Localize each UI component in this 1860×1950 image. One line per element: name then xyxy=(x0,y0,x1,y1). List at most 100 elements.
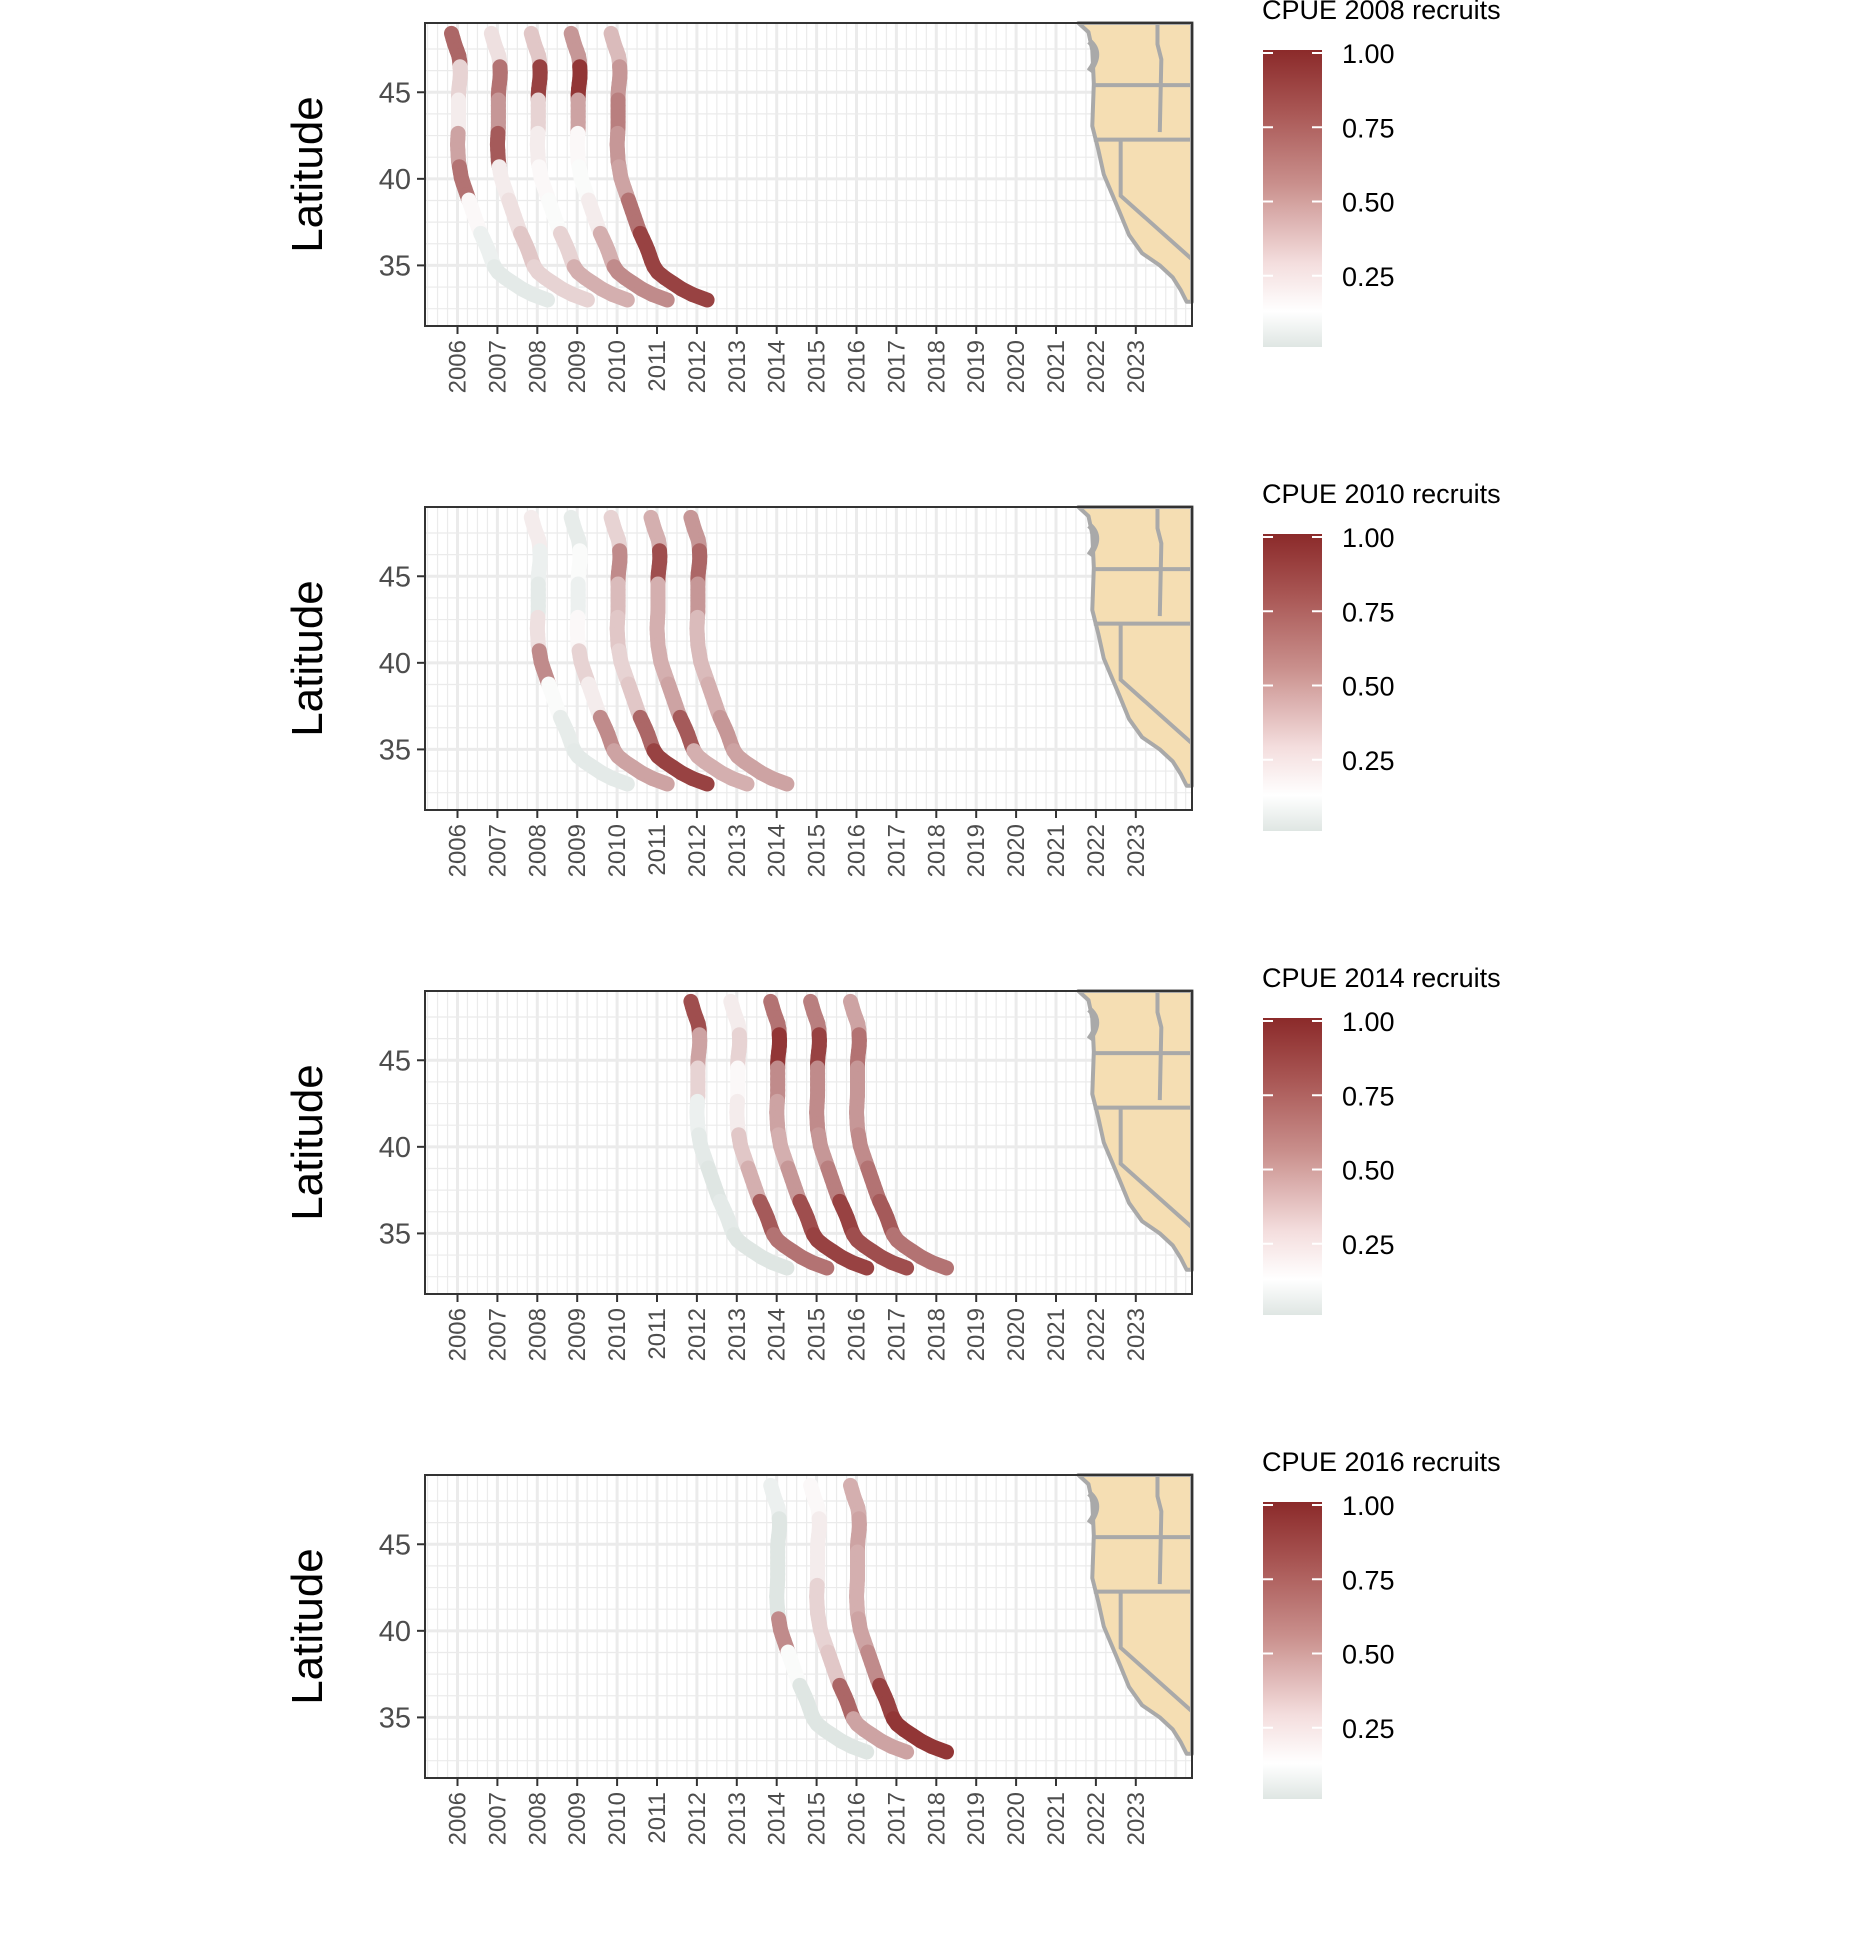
legend-tick-label: 0.50 xyxy=(1342,672,1395,702)
cpue-segment xyxy=(644,770,675,792)
panel-border xyxy=(424,22,1193,327)
x-tick-label: 2017 xyxy=(883,1308,910,1361)
y-axis-label: Latitude xyxy=(283,1548,332,1705)
x-tick-label: 2022 xyxy=(1083,1308,1110,1361)
x-tick-label: 2014 xyxy=(764,824,791,877)
y-tick-label: 35 xyxy=(379,250,411,282)
legend-colorbar xyxy=(1263,1502,1322,1799)
border-ca-nv xyxy=(1118,139,1194,261)
cpue-band-2010 xyxy=(603,25,715,308)
cpue-band-2008 xyxy=(523,25,635,308)
x-tick-label: 2014 xyxy=(764,1308,791,1361)
x-tick-label: 2013 xyxy=(724,824,751,877)
x-tick-label: 2019 xyxy=(963,1792,990,1845)
cpue-band-2008 xyxy=(523,509,635,792)
cpue-band-2012 xyxy=(683,509,795,792)
x-tick-label: 2018 xyxy=(923,340,950,393)
x-tick-label: 2006 xyxy=(445,1792,472,1845)
cpue-band-2015 xyxy=(803,1477,915,1760)
legend-title: CPUE 2014 recruits xyxy=(1262,963,1501,993)
x-tick-label: 2011 xyxy=(644,1308,671,1360)
cpue-band-2016 xyxy=(843,1477,954,1760)
x-tick-label: 2021 xyxy=(1043,340,1070,393)
cpue-segment xyxy=(565,286,595,308)
panel-border xyxy=(424,990,1193,1295)
x-tick-label: 2016 xyxy=(844,1308,871,1361)
x-tick-label: 2013 xyxy=(724,1792,751,1845)
panel-border xyxy=(424,506,1193,811)
x-tick-label: 2012 xyxy=(684,824,711,877)
legend-colorbar xyxy=(1263,1018,1322,1315)
cpue-band-2006 xyxy=(444,25,555,308)
cpue-segment xyxy=(525,286,555,308)
legend-tick-label: 0.50 xyxy=(1342,1640,1395,1670)
x-tick-label: 2016 xyxy=(844,824,871,877)
cpue-segment xyxy=(884,1254,915,1276)
legend-tick-label: 0.75 xyxy=(1342,1081,1395,1111)
x-tick-label: 2008 xyxy=(524,1792,551,1845)
cpue-segment xyxy=(884,1738,915,1760)
legend-tick-label: 1.00 xyxy=(1342,1491,1395,1521)
puget-sound xyxy=(1086,522,1100,558)
y-tick-label: 40 xyxy=(379,1616,411,1648)
legend-tick-label: 0.25 xyxy=(1342,262,1395,292)
legend-title: CPUE 2016 recruits xyxy=(1262,1447,1501,1477)
x-tick-label: 2010 xyxy=(604,1792,631,1845)
x-tick-label: 2006 xyxy=(445,1308,472,1361)
x-tick-label: 2007 xyxy=(484,824,511,877)
border-ca-nv xyxy=(1118,623,1194,745)
x-tick-label: 2008 xyxy=(524,1308,551,1361)
legend-tick-label: 0.75 xyxy=(1342,597,1395,627)
cpue-segment xyxy=(604,770,635,792)
x-tick-label: 2012 xyxy=(684,1792,711,1845)
chart-panel-2: 35 40 45 Latitude 2006 2007 2008 2009 2010 2011 20… xyxy=(283,479,1501,877)
cpue-band-2011 xyxy=(643,509,755,792)
x-tick-label: 2012 xyxy=(684,1308,711,1361)
cpue-segment xyxy=(764,770,795,792)
x-tick-label: 2020 xyxy=(1003,340,1030,393)
x-tick-label: 2021 xyxy=(1043,1792,1070,1845)
cpue-segment xyxy=(724,770,755,792)
x-tick-label: 2023 xyxy=(1123,824,1150,877)
x-tick-label: 2016 xyxy=(844,340,871,393)
legend-colorbar xyxy=(1263,534,1322,831)
cpue-segment xyxy=(684,770,715,792)
legend-tick-label: 0.25 xyxy=(1342,1714,1395,1744)
cpue-segment xyxy=(844,1738,875,1760)
x-tick-label: 2010 xyxy=(604,824,631,877)
x-tick-label: 2022 xyxy=(1083,1792,1110,1845)
x-tick-label: 2019 xyxy=(963,340,990,393)
cpue-band-2014 xyxy=(763,993,875,1276)
puget-sound xyxy=(1086,1006,1100,1042)
cpue-band-2007 xyxy=(483,25,595,308)
cpue-band-2009 xyxy=(563,509,675,792)
y-tick-label: 35 xyxy=(379,1702,411,1734)
x-tick-label: 2022 xyxy=(1083,824,1110,877)
x-tick-label: 2006 xyxy=(445,824,472,877)
cpue-segment xyxy=(644,286,675,308)
y-tick-label: 45 xyxy=(379,1529,411,1561)
x-tick-label: 2017 xyxy=(883,340,910,393)
x-tick-label: 2020 xyxy=(1003,1308,1030,1361)
legend-tick-label: 0.25 xyxy=(1342,1230,1395,1260)
border-east xyxy=(1155,1475,1164,1585)
x-tick-label: 2007 xyxy=(484,1308,511,1361)
x-tick-label: 2008 xyxy=(524,340,551,393)
x-tick-label: 2007 xyxy=(484,1792,511,1845)
cpue-segment xyxy=(844,1254,875,1276)
x-tick-label: 2013 xyxy=(724,340,751,393)
x-tick-label: 2019 xyxy=(963,1308,990,1361)
chart-panel-1: 35 40 45 Latitude 2006 2007 2008 2009 2010 2011 20… xyxy=(283,0,1501,393)
panel-background xyxy=(425,1475,1192,1778)
border-east xyxy=(1155,991,1164,1101)
cpue-segment xyxy=(604,286,635,308)
cpue-segment xyxy=(684,286,715,308)
x-tick-label: 2009 xyxy=(564,824,591,877)
legend-colorbar xyxy=(1263,50,1322,347)
x-tick-label: 2022 xyxy=(1083,340,1110,393)
x-tick-label: 2023 xyxy=(1123,1308,1150,1361)
x-tick-label: 2009 xyxy=(564,1792,591,1845)
legend-tick-label: 0.50 xyxy=(1342,188,1395,218)
cpue-segment xyxy=(924,1254,954,1276)
puget-sound xyxy=(1086,38,1100,74)
